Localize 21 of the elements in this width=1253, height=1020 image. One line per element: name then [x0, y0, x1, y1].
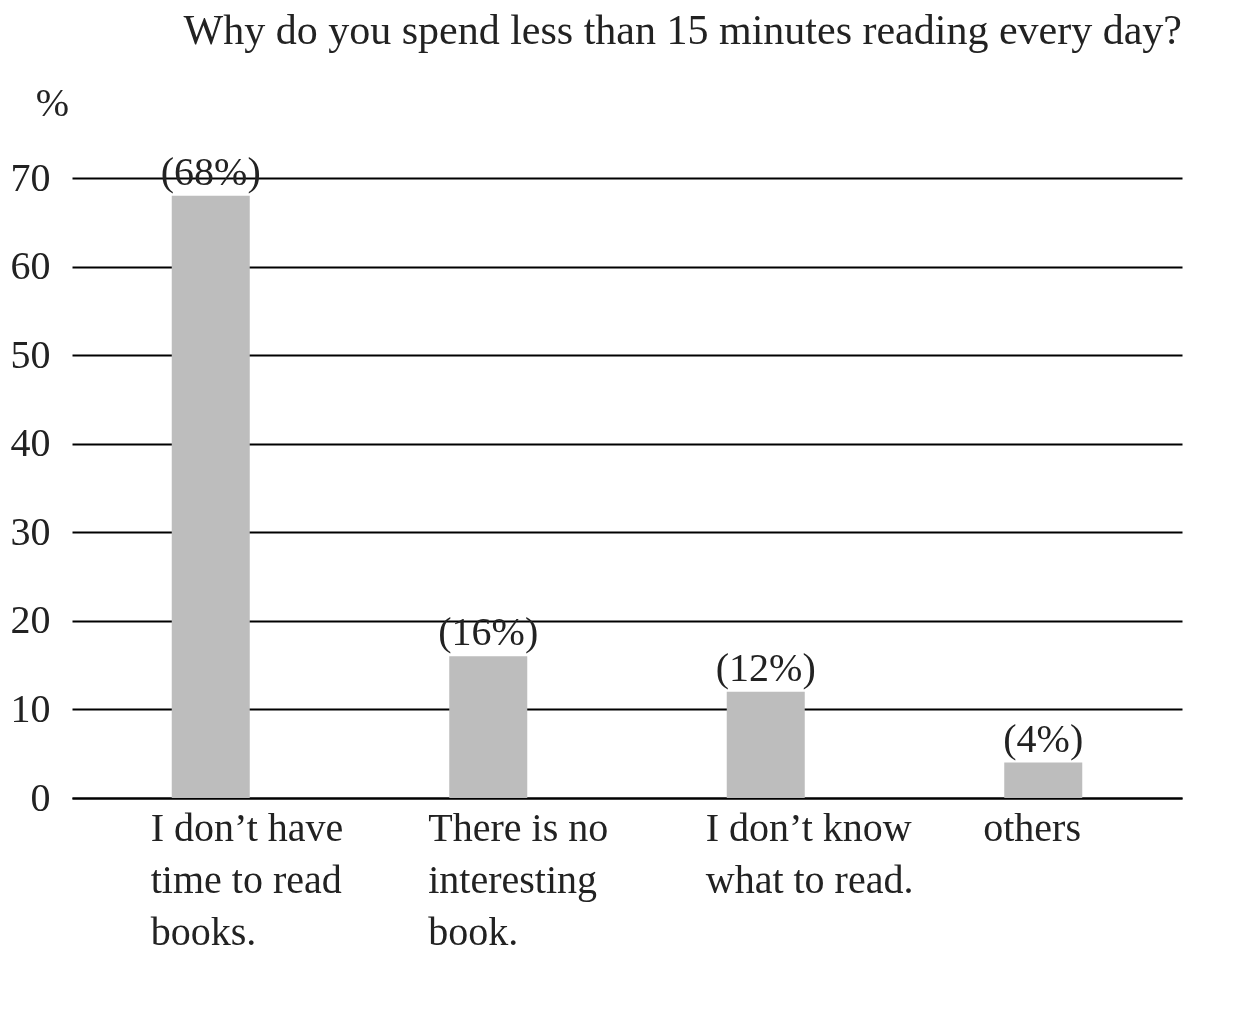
bar: [449, 656, 528, 798]
x-tick-label: There is no interesting book.: [428, 804, 609, 954]
y-tick-label: 50: [10, 331, 51, 377]
bar: [171, 195, 250, 798]
y-tick-label: 40: [10, 420, 51, 466]
y-tick-label: 60: [10, 243, 51, 289]
bar: [726, 691, 805, 798]
chart-title: Why do you spend less than 15 minutes reading every day?: [183, 7, 1182, 53]
data-label: (12%): [715, 644, 816, 690]
y-tick-label: 30: [10, 508, 51, 554]
y-tick-label: 0: [30, 774, 51, 820]
bar: [1004, 762, 1083, 798]
y-tick-label: 20: [10, 597, 51, 643]
y-axis-title: %: [35, 79, 70, 125]
data-label: (4%): [1003, 715, 1084, 761]
x-tick-label: I don’t know what to read.: [705, 804, 914, 902]
y-tick-label: 10: [10, 685, 51, 731]
data-label: (16%): [438, 609, 539, 655]
y-tick-label: 70: [10, 154, 51, 200]
x-tick-label: I don’t have time to read books.: [150, 804, 344, 954]
x-tick-label: others: [983, 804, 1082, 850]
